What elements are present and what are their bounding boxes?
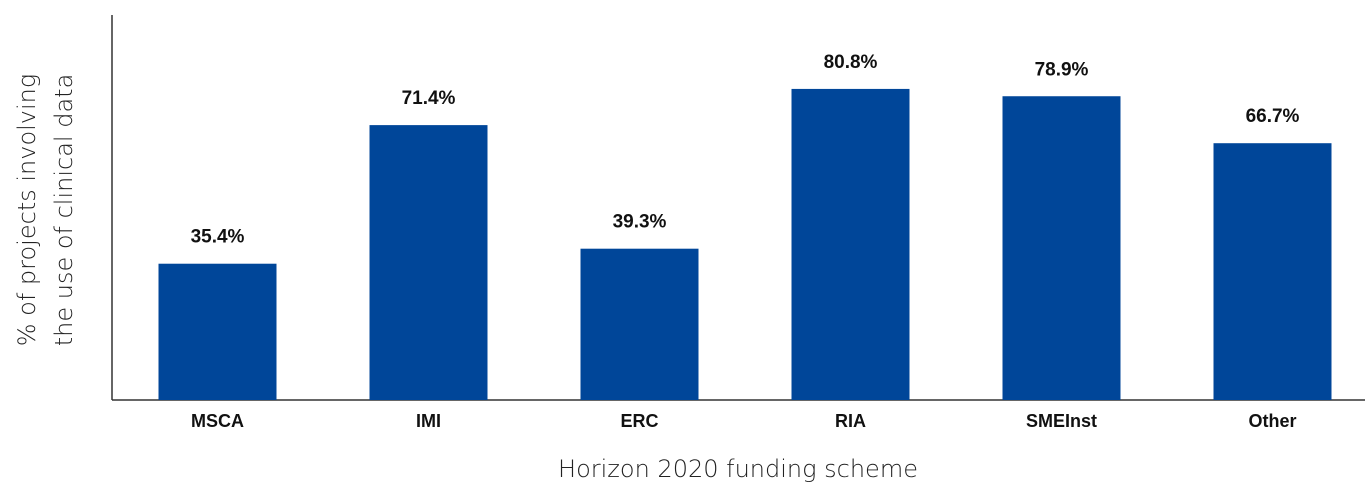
bar <box>369 125 488 401</box>
x-tick-label: IMI <box>416 411 441 431</box>
y-axis-label: % of projects involving <box>13 74 41 347</box>
x-tick-label: Other <box>1248 411 1296 431</box>
value-label: 39.3% <box>613 212 667 233</box>
x-axis-label: Horizon 2020 funding scheme <box>558 455 918 483</box>
bar <box>580 248 699 400</box>
x-tick-label: ERC <box>620 411 658 431</box>
value-label: 66.7% <box>1246 106 1300 127</box>
x-tick-label: RIA <box>835 411 866 431</box>
value-label: 35.4% <box>191 227 245 248</box>
value-label: 78.9% <box>1035 59 1089 80</box>
y-axis-label: the use of clinical data <box>50 74 78 347</box>
value-label: 71.4% <box>402 88 456 109</box>
bar <box>1002 96 1121 401</box>
x-tick-label: MSCA <box>191 411 244 431</box>
bar <box>158 263 277 400</box>
bar <box>1213 143 1332 400</box>
bar <box>791 88 910 401</box>
x-tick-label: SMEInst <box>1026 411 1097 431</box>
value-label: 80.8% <box>824 52 878 73</box>
